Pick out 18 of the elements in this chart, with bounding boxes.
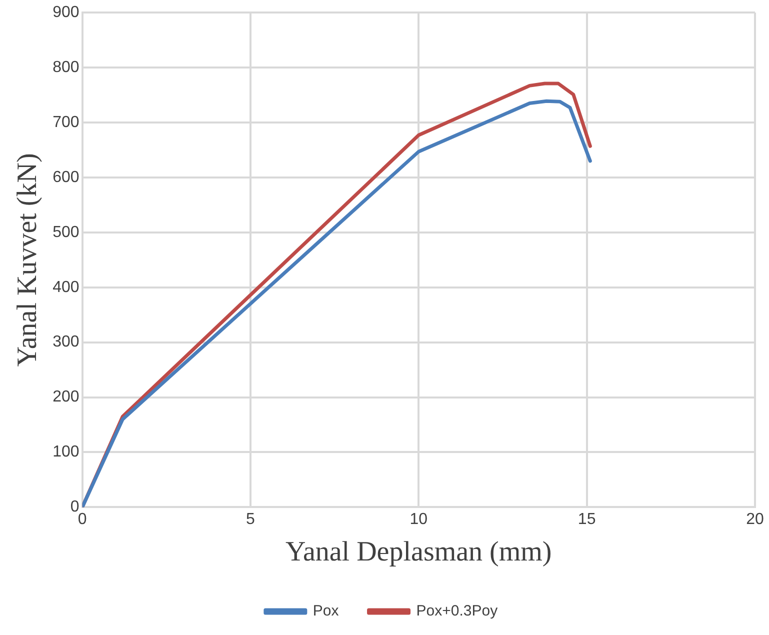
y-tick-label: 0 (70, 498, 80, 516)
x-tick-label: 10 (410, 511, 428, 528)
y-tick-label: 900 (52, 4, 80, 22)
x-axis-title: Yanal Deplasman (mm) (286, 536, 552, 568)
y-tick-label: 600 (52, 168, 80, 186)
y-tick-label: 800 (52, 58, 80, 76)
legend-label: Pox (312, 602, 340, 620)
y-tick-label: 700 (52, 114, 80, 131)
y-axis-title: Yanal Kuvvet (kN) (12, 153, 44, 367)
y-tick-label: 500 (52, 224, 80, 241)
y-tick-label: 300 (52, 334, 80, 351)
x-tick-label: 20 (746, 511, 764, 528)
legend-label: Pox+0.3Poy (416, 602, 498, 620)
x-tick-label: 15 (578, 511, 596, 528)
y-tick-label: 400 (52, 278, 80, 296)
y-tick-label: 200 (52, 388, 80, 406)
x-tick-label: 5 (246, 511, 256, 528)
y-tick-label: 100 (52, 444, 80, 461)
